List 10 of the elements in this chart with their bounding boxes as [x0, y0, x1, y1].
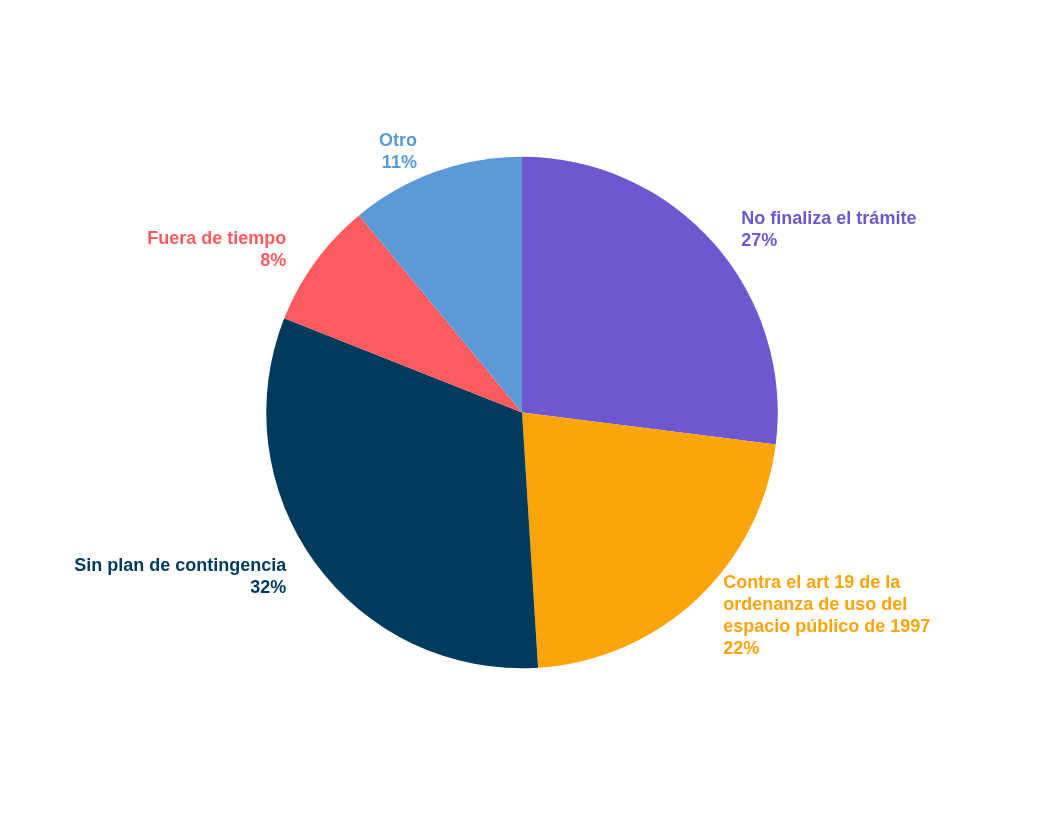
data-label: 11% — [381, 152, 417, 173]
slice-label: Sin plan de contingencia — [74, 554, 288, 575]
data-label: 27% — [741, 229, 778, 250]
slice-label: Fuera de tiempo — [147, 228, 287, 249]
slice-label: No finaliza el trámite — [741, 207, 917, 228]
slice-label: Contra el art 19 de la ordenanza de uso del espacio público de 1997 — [723, 571, 931, 636]
data-label: 22% — [723, 637, 760, 658]
data-label: 32% — [250, 576, 287, 597]
slice-label: Otro — [378, 130, 417, 151]
data-label: 8% — [260, 250, 287, 271]
